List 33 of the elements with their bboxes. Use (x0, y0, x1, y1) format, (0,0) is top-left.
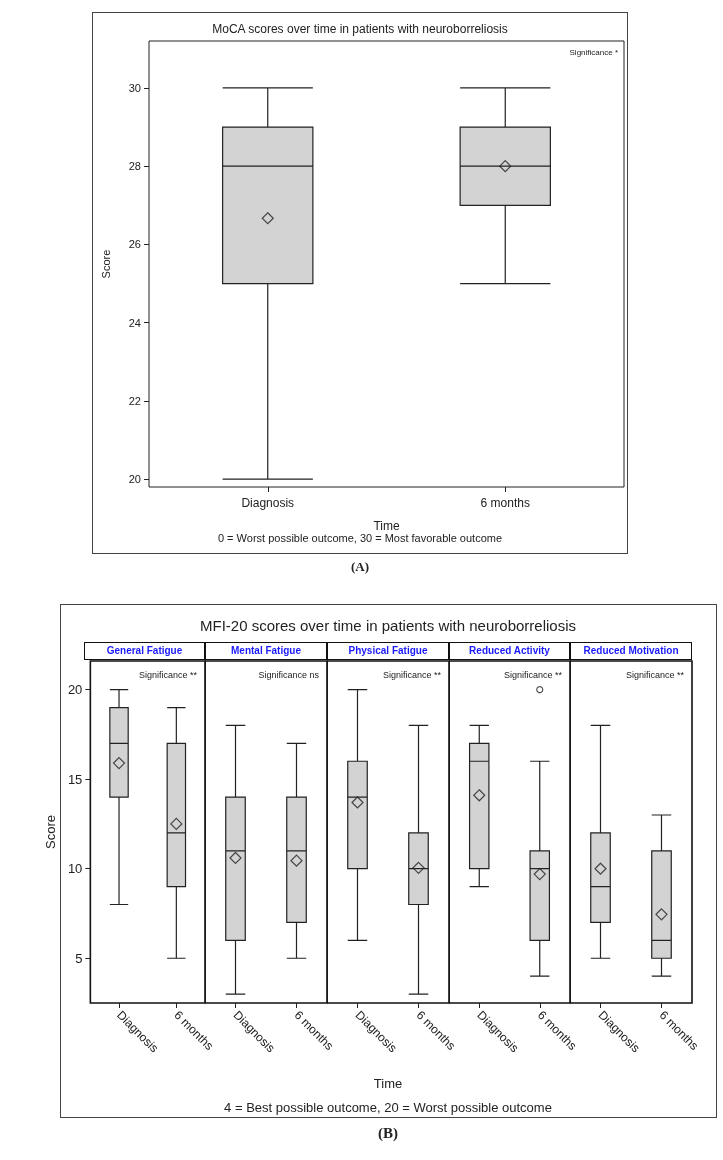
y-tick-label: 20 (67, 682, 83, 698)
y-tick-label: 26 (128, 238, 141, 251)
chart-title: MoCA scores over time in patients with neuroborreliosis (212, 22, 508, 36)
chart-subtitle: General Fatigue (84, 642, 205, 660)
x-axis-title: Time (373, 1076, 403, 1091)
y-tick-label: 28 (128, 160, 141, 173)
y-tick-label: 30 (128, 81, 141, 94)
annotation: Significance ** (625, 669, 685, 680)
text: 4 = Best possible outcome, 20 = Worst possible outcome (224, 1100, 552, 1115)
annotation: Significance ** (138, 669, 198, 680)
text: (A) (350, 559, 370, 574)
annotation: Significance * (569, 47, 619, 57)
chart-subtitle: Reduced Activity (449, 642, 570, 660)
chart-subtitle: Reduced Motivation (570, 642, 692, 660)
chart-subtitle: Physical Fatigue (327, 642, 449, 660)
x-axis-title: Time (373, 519, 400, 533)
y-axis-title: Score (99, 249, 112, 279)
annotation: Significance ns (258, 669, 320, 680)
y-tick-label: 15 (67, 771, 83, 787)
y-tick-label: 5 (75, 950, 83, 966)
chart-subtitle: Mental Fatigue (205, 642, 327, 660)
annotation: Significance ** (503, 669, 563, 680)
chart-title: MFI-20 scores over time in patients with neuroborreliosis (200, 617, 576, 634)
x-tick-label: 6 months (480, 496, 530, 510)
x-tick-label: Diagnosis (241, 496, 295, 510)
text: 0 = Worst possible outcome, 30 = Most favorable outcome (217, 531, 503, 544)
annotation: Significance ** (382, 669, 442, 680)
y-axis-title: Score (43, 815, 58, 849)
y-tick-label: 24 (128, 316, 141, 329)
y-tick-label: 10 (67, 861, 83, 877)
y-tick-label: 20 (128, 473, 141, 486)
text: (B) (378, 1125, 398, 1142)
y-tick-label: 22 (128, 394, 141, 407)
